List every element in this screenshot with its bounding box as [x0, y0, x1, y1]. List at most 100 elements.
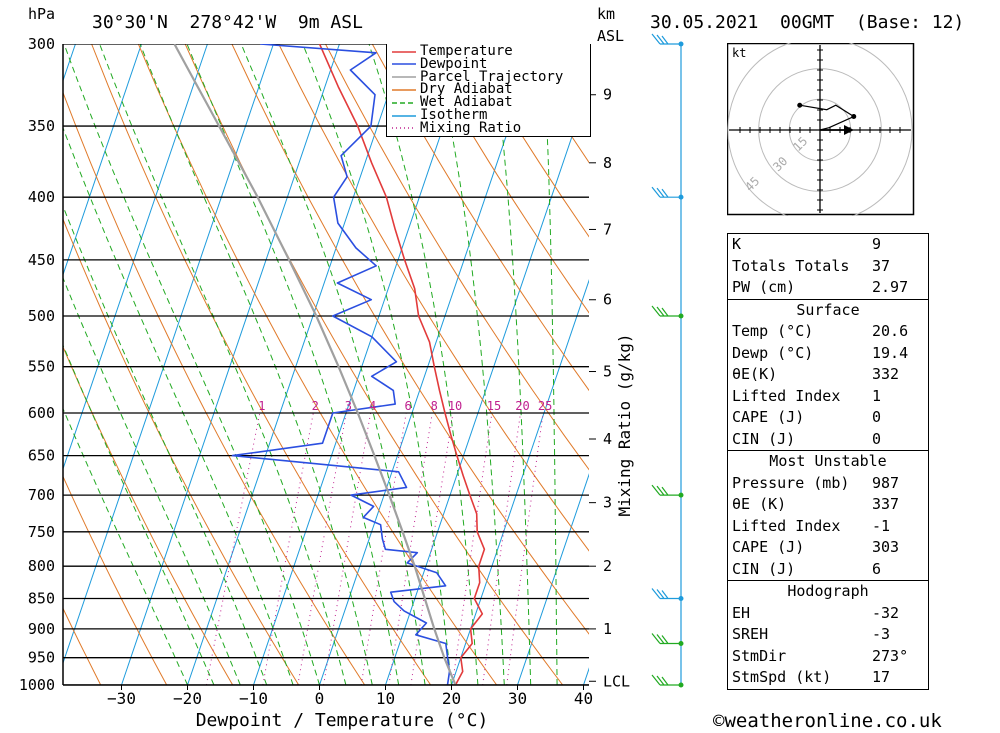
- wet-adiabat-line: [433, 44, 505, 685]
- wind-barb: [651, 633, 681, 645]
- chart-legend: Temperature Dewpoint Parcel Trajectory Dry …: [386, 44, 591, 137]
- index-value: 1: [872, 386, 882, 405]
- index-label: θE(K): [732, 365, 778, 383]
- index-value: 337: [872, 495, 900, 513]
- index-row: StmDir 273°: [728, 646, 928, 668]
- index-table: K 9 Totals Totals 37 PW (cm) 2.97 Surface Tem…: [727, 233, 929, 690]
- mixing-ratio-tick-label: 1: [258, 399, 265, 413]
- index-row: PW (cm) 2.97: [728, 277, 928, 299]
- wind-barb-path: [651, 588, 681, 600]
- pressure-tick-label: 800: [28, 557, 55, 575]
- legend-swatch: [392, 89, 416, 91]
- index-label: CAPE (J): [732, 408, 805, 426]
- pressure-tick-label: 950: [28, 649, 55, 667]
- pressure-tick-label: 750: [28, 523, 55, 541]
- mixing-ratio-tick-label: 10: [448, 399, 462, 413]
- index-row: θE (K) 337: [728, 494, 928, 516]
- index-label: StmDir: [732, 646, 787, 665]
- index-value: 6: [872, 559, 882, 578]
- hodograph-point: [797, 102, 803, 108]
- index-label: PW (cm): [732, 278, 796, 296]
- wind-barb: [651, 33, 681, 45]
- index-value: 332: [872, 365, 900, 383]
- height-tick-label: 3: [603, 494, 612, 512]
- height-tick-label: 4: [603, 430, 612, 448]
- height-tick-label: 1: [603, 620, 612, 638]
- wet-adiabat-line: [63, 126, 294, 685]
- legend-entry: Parcel Trajectory: [391, 68, 564, 85]
- index-label: CIN (J): [732, 559, 796, 578]
- dry-adiabat-line: [418, 44, 589, 314]
- index-value: 0: [872, 408, 882, 426]
- height-tick-label: 2: [603, 557, 612, 575]
- index-label: Totals Totals: [732, 256, 850, 275]
- wind-barb-path: [651, 484, 681, 496]
- legend-entry: Dewpoint: [391, 57, 487, 71]
- pressure-tick-label: 700: [28, 486, 55, 504]
- wet-adiabat-line: [63, 204, 268, 685]
- mixing-ratio-line: [388, 412, 433, 685]
- wind-barb: [651, 674, 681, 686]
- most-unstable-title: Most Unstable: [769, 452, 887, 470]
- isotherm-line: [187, 44, 406, 685]
- mixing-ratio-line: [482, 412, 521, 685]
- index-row: StmSpd (kt) 17: [728, 667, 928, 689]
- pressure-tick-label: 350: [28, 117, 55, 135]
- wind-barb: [651, 305, 681, 317]
- index-label: K: [732, 235, 742, 253]
- dry-adiabat-line: [465, 44, 589, 238]
- pressure-tick-label: 1000: [19, 676, 55, 694]
- legend-entry: Temperature: [391, 44, 513, 58]
- isotherm-line: [385, 84, 589, 685]
- wind-barb-path: [651, 186, 681, 198]
- asl-unit-label: ASL: [597, 27, 625, 45]
- parcel-trajectory-line: [173, 44, 457, 685]
- mixing-ratio-line: [506, 412, 544, 685]
- dry-adiabat-line: [371, 44, 589, 392]
- index-value: 37: [872, 256, 891, 275]
- surface-title: Surface: [796, 300, 860, 319]
- index-label: CIN (J): [732, 429, 796, 448]
- dry-adiabat-line: [91, 44, 432, 685]
- x-tick-label: 40: [574, 689, 593, 708]
- legend-label: Wet Adiabat: [420, 94, 513, 111]
- mixing-ratio-tick-label: 25: [538, 399, 552, 413]
- isotherm-line: [121, 44, 340, 685]
- legend-swatch: [392, 127, 416, 130]
- mixing-ratio-tick-label: 20: [515, 399, 529, 413]
- isotherm-line: [319, 44, 538, 685]
- wind-barb-path: [651, 33, 681, 45]
- x-tick-label: 30: [508, 689, 527, 708]
- index-row: CIN (J) 6: [728, 559, 928, 581]
- mixing-ratio-tick-label: 6: [405, 399, 412, 413]
- index-value: -32: [872, 603, 900, 622]
- dewpoint-line: [231, 44, 451, 685]
- isotherm-line: [451, 279, 589, 685]
- index-row: Lifted Index -1: [728, 516, 928, 538]
- pressure-unit-label: hPa: [28, 5, 56, 23]
- hodograph-ring: [727, 43, 913, 216]
- watermark: ©weatheronline.co.uk: [713, 710, 942, 732]
- wind-barb-path: [651, 633, 681, 645]
- legend-entry: Dry Adiabat: [391, 82, 513, 96]
- legend-entry: Mixing Ratio: [391, 121, 521, 135]
- index-row: Totals Totals 37: [728, 256, 928, 278]
- datetime-title: 30.05.2021 00GMT (Base: 12): [650, 12, 965, 33]
- index-row: Temp (°C) 20.6: [728, 321, 928, 343]
- index-row: SREH -3: [728, 624, 928, 646]
- dry-adiabat-line: [934, 44, 1000, 685]
- index-label: Lifted Index: [732, 386, 841, 405]
- isotherm-line: [63, 44, 274, 665]
- km-unit-label: km: [597, 5, 616, 23]
- legend-entry: Isotherm: [391, 108, 487, 122]
- index-label: Lifted Index: [732, 516, 841, 535]
- hodograph-point: [851, 113, 857, 119]
- mixing-ratio-axis-label: Mixing Ratio (g/kg): [615, 333, 634, 516]
- x-tick-label: −30: [107, 689, 136, 708]
- wet-adiabat-line: [139, 44, 373, 685]
- pressure-tick-label: 500: [28, 307, 55, 325]
- legend-label: Parcel Trajectory: [420, 68, 564, 85]
- pressure-tick-label: 850: [28, 589, 55, 607]
